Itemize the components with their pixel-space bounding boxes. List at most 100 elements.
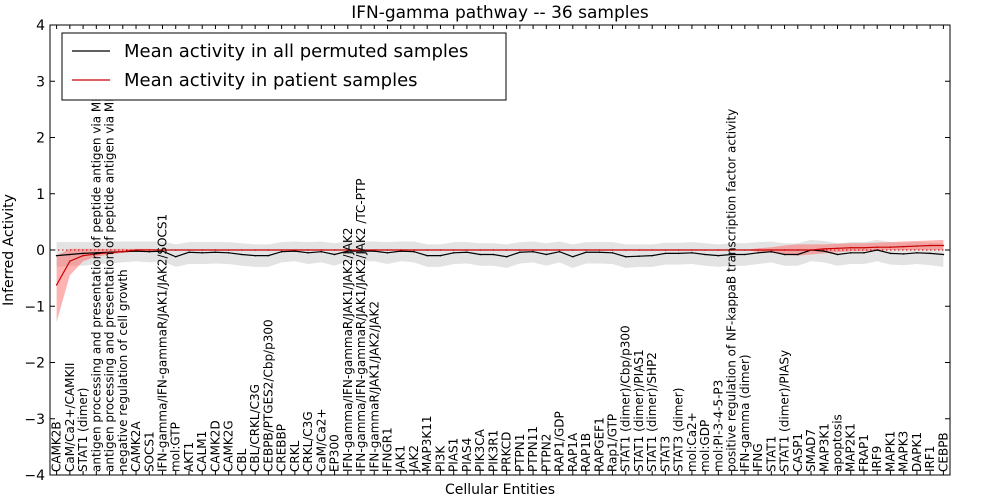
data-point-patient: [677, 249, 680, 251]
y-axis: −4 −3 −2 −1 0 1 2 3 4: [24, 18, 950, 484]
data-point-patient: [730, 249, 733, 251]
x-tick-label: antigen processing and presentation of p…: [103, 40, 117, 472]
x-tick-label: CBL/CRKL/C3G: [248, 384, 262, 472]
data-point-patient: [942, 244, 945, 247]
y-tick-label: 4: [36, 18, 45, 34]
data-point-permuted: [333, 253, 336, 256]
data-point-patient: [916, 245, 918, 247]
data-point-patient: [241, 249, 243, 251]
x-tick-label: mol:GTP: [169, 422, 183, 472]
data-point-permuted: [730, 253, 733, 256]
x-tick-label: CRKL: [288, 440, 302, 472]
data-point-patient: [505, 249, 508, 251]
series-line-patient: [56, 244, 944, 286]
data-point-permuted: [916, 252, 918, 254]
data-point-patient: [82, 254, 84, 257]
data-point-patient: [651, 249, 654, 251]
data-point-permuted: [942, 253, 945, 256]
x-tick-label: AKT1: [182, 442, 196, 472]
data-point-permuted: [466, 251, 468, 254]
data-point-patient: [399, 249, 402, 251]
data-point-patient: [108, 252, 111, 254]
x-tick-label: antigen processing and presentation of p…: [89, 43, 103, 472]
data-point-permuted: [241, 253, 243, 256]
x-tick-label: PIK3R1: [486, 430, 500, 472]
data-point-patient: [148, 249, 151, 251]
data-point-permuted: [638, 255, 640, 257]
y-tick-label: −2: [24, 356, 45, 372]
y-tick-label: 1: [36, 187, 45, 203]
data-point-permuted: [770, 250, 773, 253]
data-point-permuted: [889, 252, 892, 255]
legend: Mean activity in all permuted samples Me…: [61, 32, 507, 101]
x-tick-label: STAT1 (dimer)/SHP2: [645, 352, 659, 472]
data-point-permuted: [585, 251, 587, 254]
x-tick-label: MAP3K1: [817, 423, 831, 472]
data-point-patient: [611, 249, 614, 251]
data-point-permuted: [413, 250, 415, 253]
x-axis: CAMK2B CaM/Ca2+/CAMKII STAT1 (dimer) antige…: [50, 25, 950, 475]
data-point-permuted: [452, 252, 455, 254]
y-tick-label: 2: [36, 131, 45, 147]
data-point-permuted: [55, 254, 58, 257]
y-tick-label: −1: [24, 299, 45, 315]
x-axis-label: Cellular Entities: [445, 482, 555, 498]
x-tick-label: MAPK3: [897, 431, 911, 472]
y-tick-label: 3: [36, 74, 45, 90]
data-point-permuted: [227, 252, 230, 254]
data-point-permuted: [69, 253, 71, 256]
x-tick-label: STAT1 (dimer)/Cbp/p300: [619, 325, 633, 472]
x-tick-label: IFN-gamma/IFN-gammaR/JAK1/JAK2/JAK2 /TC-…: [354, 178, 368, 472]
data-point-patient: [876, 246, 879, 248]
x-tick-label: PTPN1: [513, 434, 527, 472]
data-point-patient: [929, 244, 931, 247]
data-point-permuted: [783, 253, 786, 256]
data-point-permuted: [611, 252, 614, 254]
x-tick-label: positive regulation of NF-kappaB transcr…: [725, 109, 739, 472]
data-point-patient: [770, 249, 773, 251]
data-point-patient: [691, 249, 693, 251]
x-tick-label: STAT1 (dimer)/PIAS1: [632, 349, 646, 472]
data-point-permuted: [849, 252, 852, 254]
data-point-permuted: [346, 250, 349, 252]
x-tick-label: RAP1A: [566, 432, 580, 472]
x-tick-label: FRAP1: [857, 434, 871, 472]
data-point-permuted: [704, 253, 706, 256]
data-point-patient: [333, 249, 336, 251]
x-tick-label: Rap1/GTP: [606, 414, 620, 472]
data-point-permuted: [532, 250, 534, 253]
x-tick-label: mol:GDP: [698, 420, 712, 472]
data-point-patient: [386, 249, 389, 251]
x-tick-label: CAMK2A: [129, 421, 143, 472]
x-tick-label: PI3K: [433, 445, 447, 472]
data-point-permuted: [386, 252, 389, 254]
data-point-patient: [280, 249, 283, 251]
x-tick-label: EP300: [328, 434, 342, 472]
data-point-patient: [373, 249, 376, 251]
data-point-patient: [307, 249, 309, 251]
x-tick-label: MAP2K1: [844, 423, 858, 472]
x-tick-label: PIK3CA: [473, 428, 487, 472]
legend-label-patient: Mean activity in patient samples: [124, 70, 418, 91]
x-tick-label: CRKL/C3G: [301, 411, 315, 472]
x-tick-label: CAMK2D: [208, 420, 222, 472]
x-tick-label: CaM/Ca2+/CAMKII: [63, 363, 77, 472]
x-tick-label: CEBPB: [936, 432, 950, 472]
data-point-patient: [360, 249, 362, 251]
data-point-patient: [346, 249, 349, 251]
data-point-permuted: [545, 253, 548, 256]
data-point-patient: [598, 249, 601, 251]
legend-label-permuted: Mean activity in all permuted samples: [124, 41, 468, 62]
data-point-permuted: [863, 252, 865, 254]
data-point-patient: [267, 249, 270, 251]
data-point-patient: [889, 246, 892, 248]
data-point-permuted: [717, 254, 720, 257]
y-tick-label: −4: [24, 468, 45, 484]
data-point-patient: [717, 249, 720, 251]
x-tick-label: PTPN2: [539, 434, 553, 472]
data-point-patient: [439, 249, 442, 251]
x-tick-label: STAT1: [764, 436, 778, 472]
x-tick-label: CALM1: [195, 431, 209, 472]
data-point-permuted: [598, 251, 601, 254]
